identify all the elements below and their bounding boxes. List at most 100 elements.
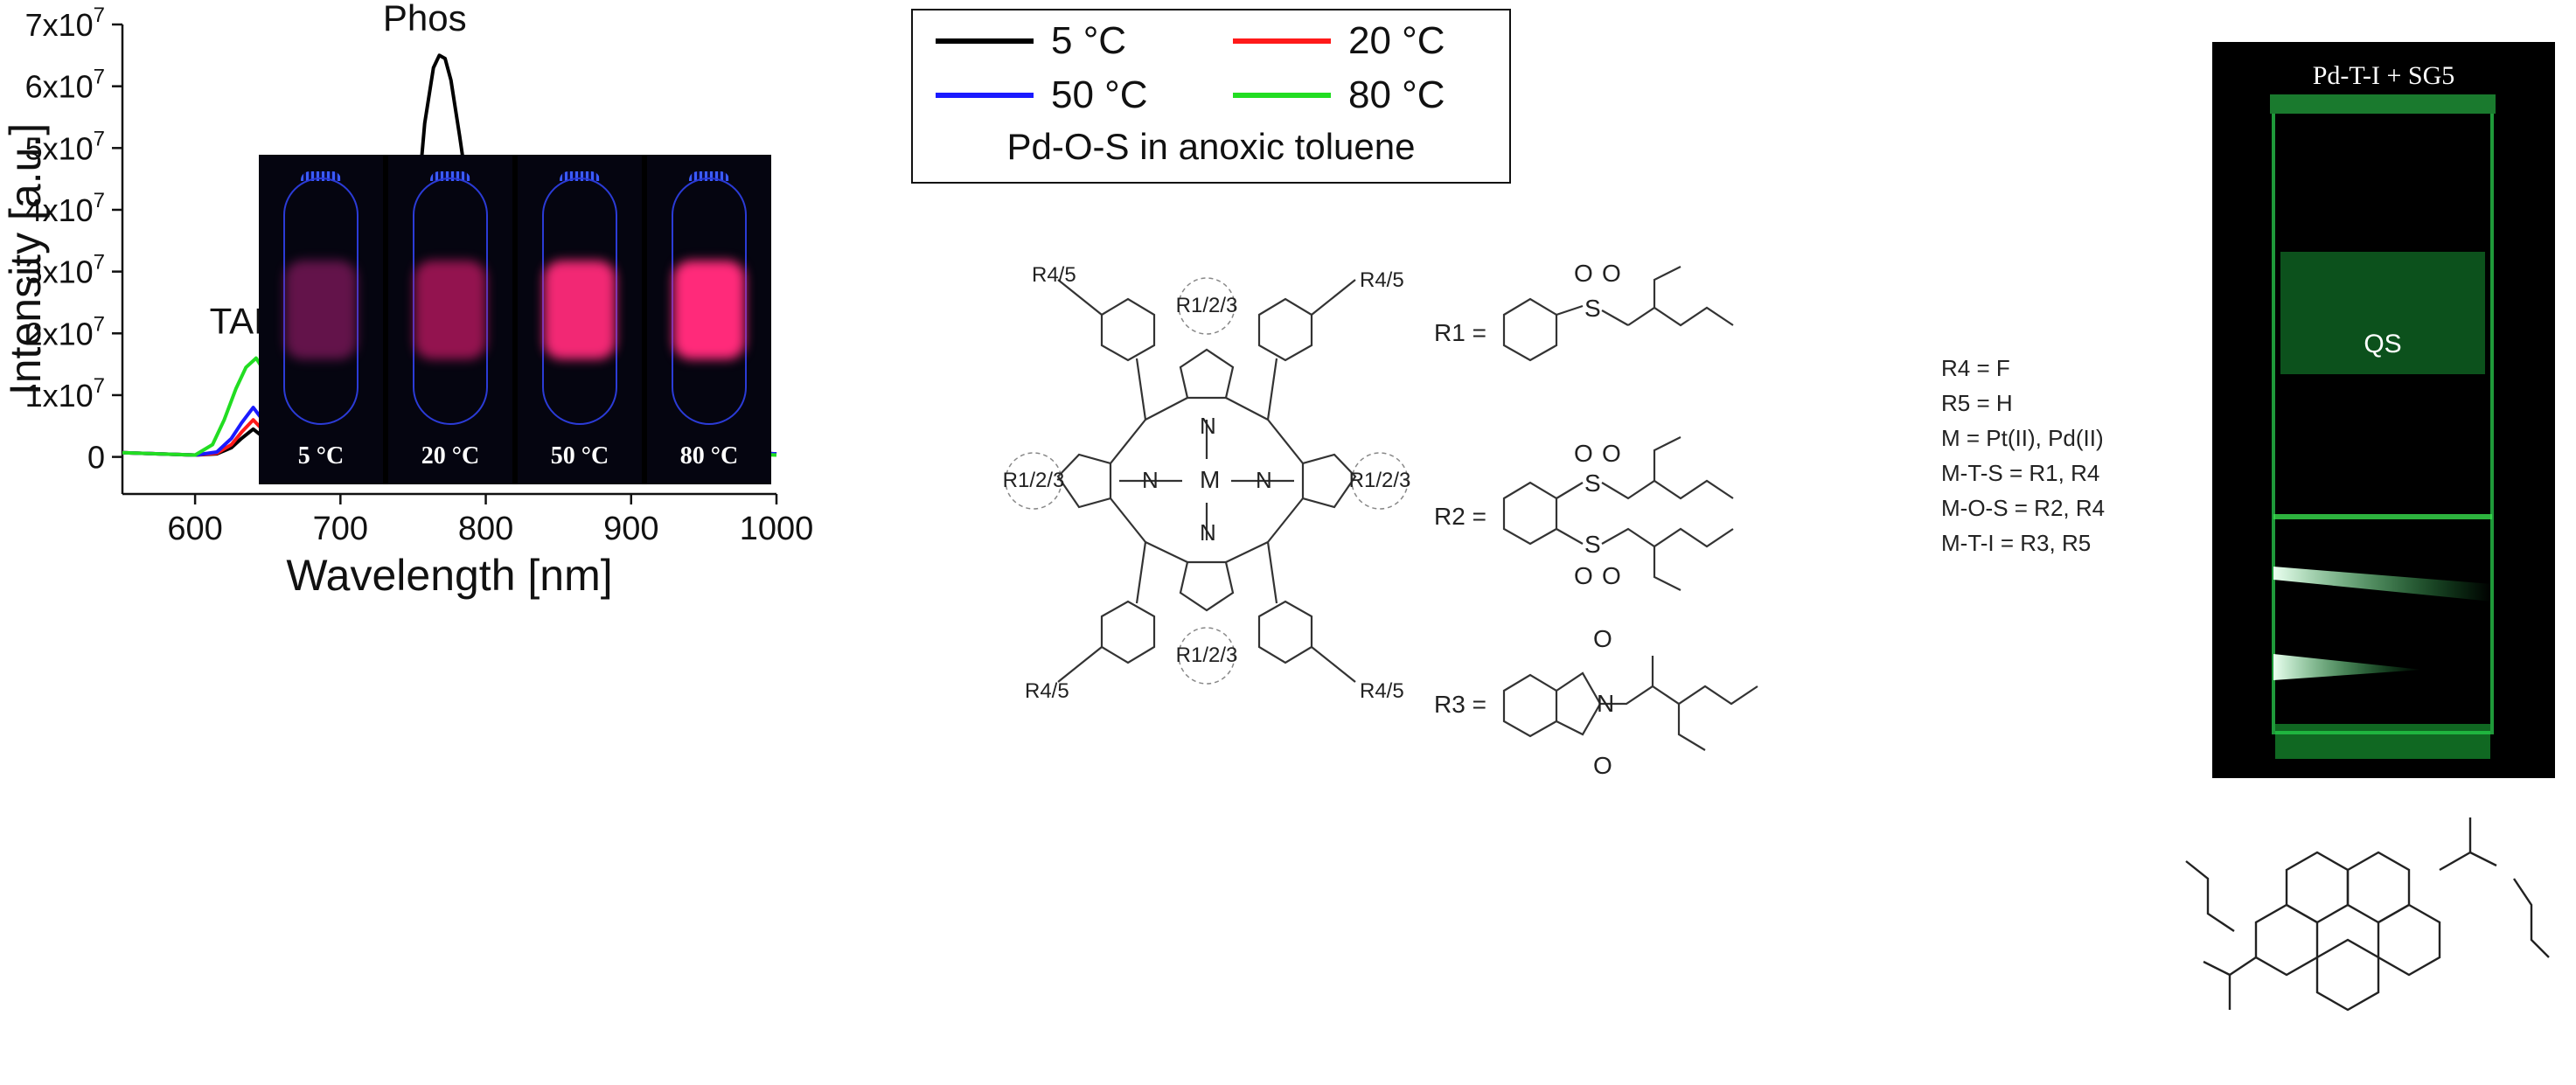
cuvette-rim — [2270, 94, 2496, 114]
y-tick-label: 2x107 — [25, 312, 105, 351]
vial-body — [413, 177, 488, 426]
vial-cap — [301, 170, 341, 182]
r3-label: R3 = — [1434, 691, 1486, 718]
r2-label: R2 = — [1434, 503, 1486, 530]
photo-title: Pd-T-I + SG5 — [2312, 61, 2455, 90]
aryl-substituent-bl: R4/5 — [1025, 679, 1069, 703]
vial-emission-glow — [543, 260, 616, 359]
legend-swatch — [1233, 93, 1331, 98]
vial-emission-glow — [414, 260, 487, 359]
cuvette-photo: Pd-T-I + SG5 QS — [2212, 42, 2555, 778]
oxygen-atom: O — [1602, 262, 1621, 287]
annotation-label: Phos — [383, 0, 467, 38]
x-axis-label: Wavelength [nm] — [286, 551, 612, 600]
legend-item-20c: 20 °C — [1233, 19, 1445, 63]
vial-temperature-label: 80 °C — [679, 442, 739, 469]
vial-emission-glow — [284, 260, 358, 359]
oxygen-atom: O — [1574, 562, 1593, 589]
definition-line: M = Pt(II), Pd(II) — [1941, 425, 2104, 451]
oxygen-atom: O — [1574, 262, 1593, 287]
vial-body — [542, 177, 617, 426]
laser-beam — [2273, 567, 2492, 602]
laser-line — [2273, 514, 2492, 519]
cuvette-base-glow — [2275, 724, 2490, 759]
legend-note: Pd-O-S in anoxic toluene — [1006, 126, 1416, 167]
r1-label: R1 = — [1434, 319, 1486, 346]
nitrogen-left: N — [1142, 467, 1159, 493]
y-tick-label: 0 — [87, 440, 105, 476]
porphyrin-structure-diagram: R1/2/3 R1/2/3 R1/2/3 R1/2/3 R4/5 R4/5 R4… — [1003, 262, 2105, 779]
cuvette-outline — [2272, 101, 2494, 734]
x-tick-label: 800 — [458, 511, 513, 547]
oxygen-atom: O — [1602, 562, 1621, 589]
legend-label: 80 °C — [1348, 73, 1445, 116]
metal-center: M — [1200, 466, 1220, 493]
r-substituent-left: R1/2/3 — [1003, 469, 1065, 492]
vial-panel: 50 °C — [518, 155, 642, 484]
legend-item-5c: 5 °C — [936, 19, 1126, 63]
legend-label: 50 °C — [1051, 73, 1148, 116]
chart-axes: 600 700 800 900 1000 0 1x107 2x107 3x107 4x107 5x1… — [25, 3, 814, 547]
cuvette-window — [2280, 252, 2485, 374]
vial-panel: 20 °C — [388, 155, 512, 484]
x-tick-label: 700 — [313, 511, 368, 547]
r-substituent-bottom: R1/2/3 — [1176, 643, 1238, 667]
oxygen-atom: O — [1593, 752, 1612, 779]
sulfur-atom: S — [1584, 531, 1601, 558]
vial-body — [672, 177, 747, 426]
y-tick-label: 1x107 — [25, 374, 105, 414]
legend-swatch — [936, 38, 1034, 44]
legend-swatch — [936, 93, 1034, 98]
vial-panel: 80 °C — [647, 155, 771, 484]
vial-panel: 5 °C — [259, 155, 383, 484]
legend-swatch — [1233, 38, 1331, 44]
legend-label: 5 °C — [1051, 19, 1127, 62]
nitrogen-bottom: N — [1200, 519, 1216, 546]
legend-label: 20 °C — [1348, 19, 1445, 62]
y-tick-label: 4x107 — [25, 189, 105, 228]
definition-line: M-T-I = R3, R5 — [1941, 530, 2091, 556]
vial-temperature-label: 20 °C — [421, 442, 480, 469]
y-tick-label: 3x107 — [25, 251, 105, 290]
x-tick-label: 600 — [167, 511, 222, 547]
x-tick-label: 1000 — [740, 511, 814, 547]
r-substituent-top: R1/2/3 — [1176, 294, 1238, 317]
definition-line: M-O-S = R2, R4 — [1941, 495, 2105, 521]
y-axis-label: Intensity [a.u.] — [1, 123, 50, 395]
x-tick-label: 900 — [603, 511, 658, 547]
definition-line: R4 = F — [1941, 355, 2010, 381]
legend-item-50c: 50 °C — [936, 73, 1148, 117]
aryl-substituent-tl: R4/5 — [1032, 263, 1076, 287]
oxygen-atom: O — [1574, 440, 1593, 467]
nitrogen-top: N — [1200, 413, 1216, 439]
oxygen-atom: O — [1602, 440, 1621, 467]
vial-cap — [689, 170, 729, 182]
vial-photo-inset: 5 °C 20 °C 50 °C 80 °C — [259, 155, 771, 484]
oxygen-atom: O — [1593, 625, 1612, 652]
legend-item-80c: 80 °C — [1233, 73, 1445, 117]
y-tick-label: 5x107 — [25, 127, 105, 166]
y-tick-label: 6x107 — [25, 66, 105, 105]
chart-legend: 5 °C 20 °C 50 °C 80 °C Pd-O-S in anoxic … — [911, 9, 1511, 184]
nitrogen-right: N — [1256, 467, 1272, 493]
cuvette-label: QS — [2364, 330, 2401, 358]
cuvette-illustration: QS — [2270, 94, 2496, 759]
laser-beam — [2273, 654, 2422, 680]
aryl-substituent-tr: R4/5 — [1360, 268, 1404, 292]
emission-spectrum-chart: 600 700 800 900 1000 0 1x107 2x107 3x107 4x107 5x1… — [1, 0, 814, 600]
definition-line: R5 = H — [1941, 390, 2013, 416]
vial-cap — [430, 170, 470, 182]
perylene-ester-structure — [2185, 817, 2550, 1012]
definition-line: M-T-S = R1, R4 — [1941, 460, 2099, 486]
sulfur-atom: S — [1584, 469, 1601, 497]
r-substituent-right: R1/2/3 — [1349, 469, 1411, 492]
vial-temperature-label: 50 °C — [550, 442, 609, 469]
aryl-substituent-br: R4/5 — [1360, 679, 1404, 703]
vial-body — [283, 177, 359, 426]
sulfur-atom: S — [1584, 295, 1601, 322]
vial-temperature-label: 5 °C — [297, 442, 345, 469]
y-tick-label: 7x107 — [25, 3, 105, 43]
nitrogen-atom: N — [1597, 690, 1614, 717]
vial-cap — [560, 170, 600, 182]
